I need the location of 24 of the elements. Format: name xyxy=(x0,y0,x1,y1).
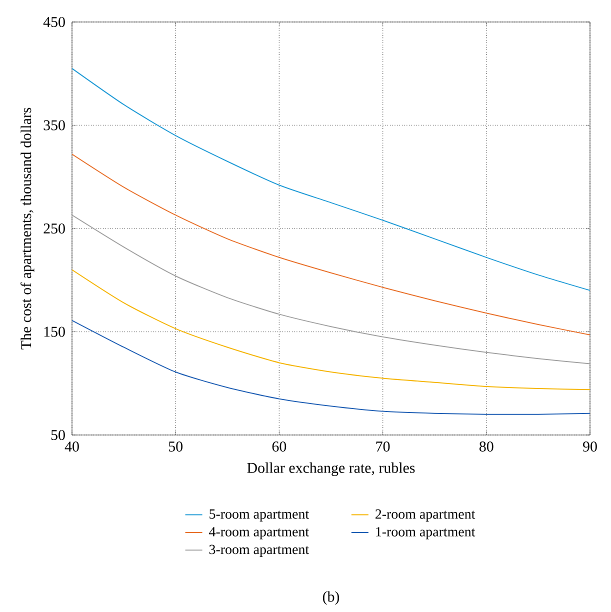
text: (b) xyxy=(322,591,340,605)
legend-label: 3-room apartment xyxy=(209,544,310,557)
legend-label: 5-room apartment xyxy=(210,509,310,522)
y-tick-label: 350 xyxy=(44,120,65,130)
x-tick-label: 40 xyxy=(64,442,79,452)
y-tick-label: 250 xyxy=(44,223,65,234)
y-tick-label: 50 xyxy=(51,430,65,440)
x-tick-label: 50 xyxy=(169,442,183,452)
legend-label: 1-room apartment xyxy=(376,527,476,540)
line-series xyxy=(72,214,590,364)
line-series xyxy=(72,320,590,415)
x-axis-title: Dollar exchange rate, rubles xyxy=(247,462,415,476)
x-tick-label: 70 xyxy=(376,442,390,452)
y-axis-title: The cost of apartments, thousand dollars xyxy=(20,108,34,350)
y-tick-label: 150 xyxy=(44,326,65,337)
line-series xyxy=(72,269,590,390)
x-tick-label: 90 xyxy=(583,442,597,452)
legend-label: 4-room apartment xyxy=(209,527,310,540)
x-tick-label: 60 xyxy=(272,442,286,452)
line-series xyxy=(72,154,590,336)
legend-label: 2-room apartment xyxy=(376,509,476,522)
line-series xyxy=(72,68,590,291)
y-tick-label: 450 xyxy=(43,16,65,28)
x-tick-label: 80 xyxy=(479,442,494,452)
